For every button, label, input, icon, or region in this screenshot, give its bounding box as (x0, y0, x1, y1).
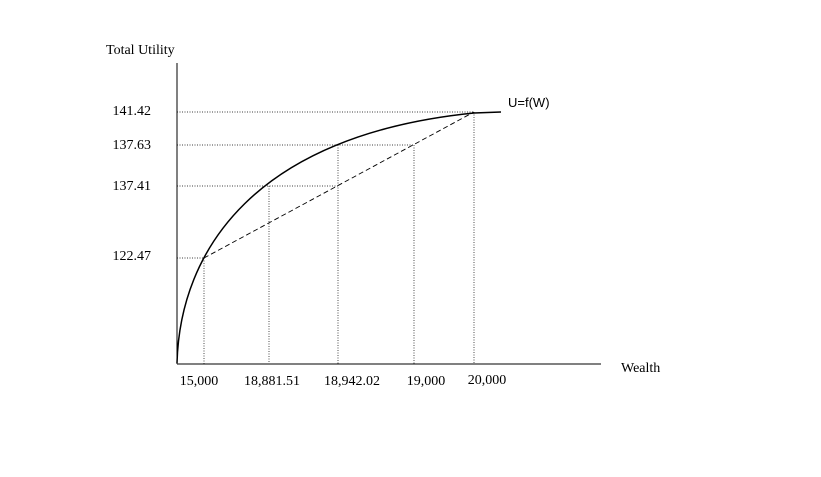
x-tick-label: 15,000 (180, 374, 219, 389)
utility-curve (176, 111, 502, 364)
x-tick-label: 19,000 (407, 374, 446, 389)
x-tick-label: 18,942.02 (324, 374, 380, 389)
x-axis-label: Wealth (621, 361, 660, 376)
chord (203, 111, 475, 259)
y-axis-label: Total Utility (106, 43, 175, 58)
x-tick-label: 20,000 (468, 373, 507, 388)
y-tick-label: 122.47 (113, 249, 152, 264)
y-tick-label: 137.41 (113, 179, 152, 194)
x-tick-label: 18,881.51 (244, 374, 300, 389)
y-tick-label: 137.63 (113, 138, 152, 153)
y-tick-label: 141.42 (113, 104, 152, 119)
curve-label: U=f(W) (508, 95, 550, 110)
